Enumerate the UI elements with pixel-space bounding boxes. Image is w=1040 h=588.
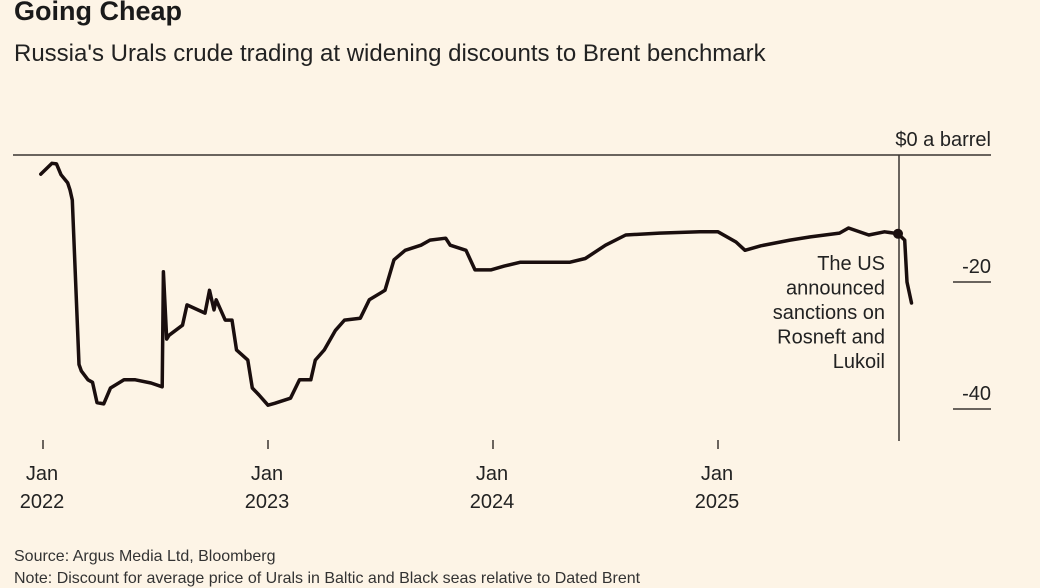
x-tick-year: 2023 — [245, 491, 290, 513]
source-text: Source: Argus Media Ltd, Bloomberg — [14, 548, 275, 566]
x-tick-year: 2022 — [20, 491, 65, 513]
annotation-text: sanctions on — [773, 302, 885, 324]
note-text: Note: Discount for average price of Ural… — [14, 570, 640, 588]
annotation-text: Rosneft and — [777, 327, 885, 349]
annotation-dot — [893, 229, 903, 239]
x-tick-month: Jan — [26, 463, 58, 485]
y-tick-label: $0 a barrel — [895, 129, 991, 151]
line-chart: $0 a barrel -20 -40 Jan 2022 Jan 2023 Jan 2024 Ja… — [0, 0, 1040, 540]
x-tick-month: Jan — [701, 463, 733, 485]
series-line — [41, 163, 912, 405]
annotation-text: The US — [817, 253, 885, 275]
y-tick-label: -20 — [962, 256, 991, 278]
y-tick-label: -40 — [962, 383, 991, 405]
x-tick-month: Jan — [251, 463, 283, 485]
x-tick-year: 2024 — [470, 491, 515, 513]
x-tick-month: Jan — [476, 463, 508, 485]
x-tick-year: 2025 — [695, 491, 740, 513]
annotation-text: Lukoil — [833, 351, 885, 373]
annotation-text: announced — [786, 278, 885, 300]
